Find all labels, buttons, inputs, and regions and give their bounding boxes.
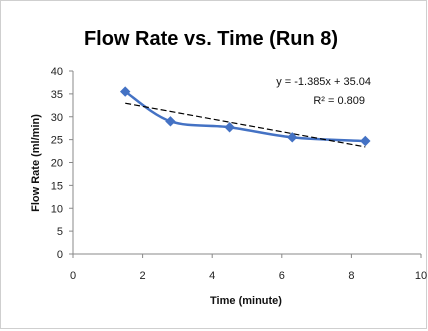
x-tick-label: 10	[415, 270, 427, 282]
x-tick-label: 0	[70, 270, 76, 282]
y-tick-label: 30	[51, 112, 63, 124]
y-tick-label: 10	[51, 203, 63, 215]
y-tick-label: 25	[51, 135, 63, 147]
y-tick-label: 20	[51, 158, 63, 170]
x-tick-label: 6	[279, 270, 285, 282]
r-squared-label: R² = 0.809	[313, 95, 365, 107]
x-tick-label: 4	[209, 270, 215, 282]
data-point	[287, 132, 298, 143]
data-point	[119, 86, 131, 97]
x-axis-label: Time (minute)	[210, 295, 282, 307]
y-tick-label: 35	[51, 89, 63, 101]
y-axis-label: Flow Rate (ml/min)	[30, 114, 42, 212]
data-point	[224, 122, 235, 133]
trendline-equation: y = -1.385x + 35.04	[276, 76, 371, 88]
x-tick-label: 8	[348, 270, 354, 282]
data-point	[165, 116, 176, 127]
x-tick-label: 2	[140, 270, 146, 282]
y-tick-label: 40	[51, 66, 63, 78]
y-tick-label: 15	[51, 180, 63, 192]
y-tick-label: 0	[57, 249, 63, 261]
y-tick-label: 5	[57, 226, 63, 238]
chart-title: Flow Rate vs. Time (Run 8)	[84, 28, 338, 50]
trendline	[125, 102, 366, 148]
plot-area: 0 5 10 15 20 25 30 35 40 0 2 4 6 8 10	[51, 66, 427, 282]
data-point	[360, 135, 371, 147]
